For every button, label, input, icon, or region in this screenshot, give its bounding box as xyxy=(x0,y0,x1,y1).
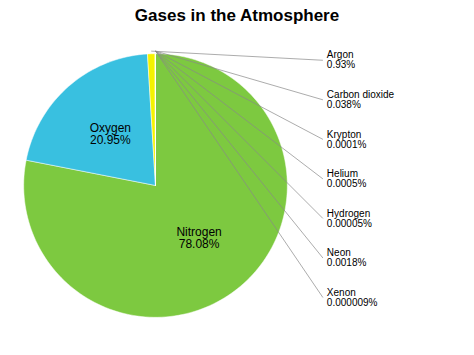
svg-text:Xenon0.000009%: Xenon0.000009% xyxy=(327,287,378,308)
svg-text:Krypton0.0001%: Krypton0.0001% xyxy=(327,129,367,150)
svg-text:Nitrogen78.08%: Nitrogen78.08% xyxy=(176,225,221,251)
svg-text:Argon0.93%: Argon0.93% xyxy=(327,49,355,70)
svg-text:Neon0.0018%: Neon0.0018% xyxy=(327,247,367,268)
svg-text:Hydrogen0.00005%: Hydrogen0.00005% xyxy=(327,208,372,229)
svg-text:Helium0.0005%: Helium0.0005% xyxy=(327,168,367,189)
svg-text:Carbon dioxide0.038%: Carbon dioxide0.038% xyxy=(327,89,395,110)
html-text:Gases in the Atmosphere: Gases in the Atmosphere xyxy=(134,6,340,25)
svg-text:Oxygen20.95%: Oxygen20.95% xyxy=(90,121,131,147)
